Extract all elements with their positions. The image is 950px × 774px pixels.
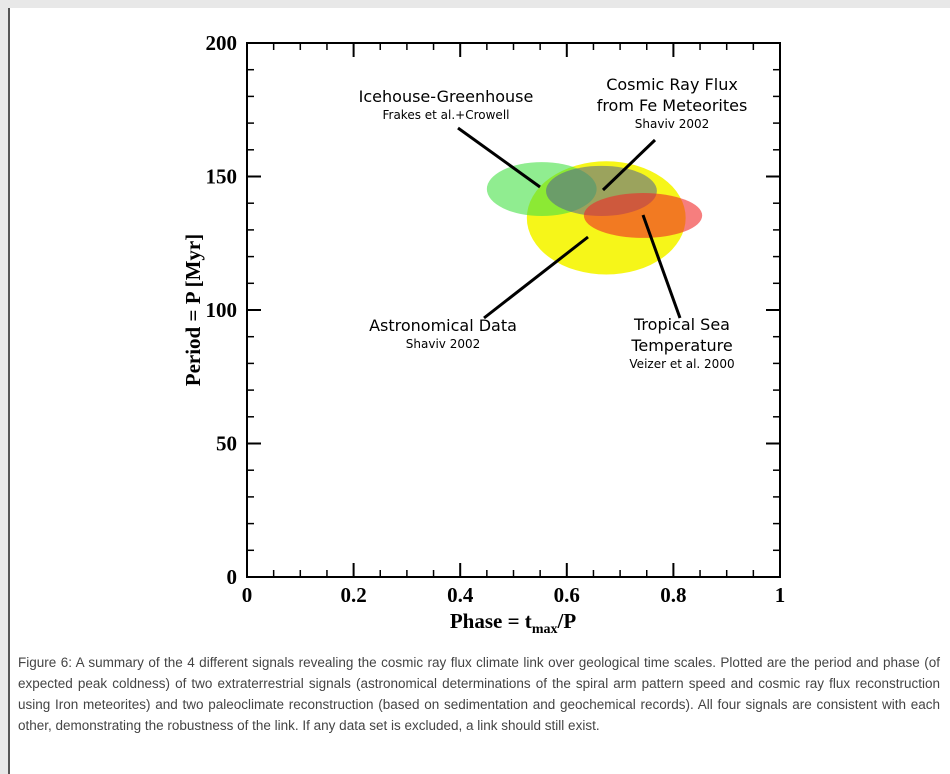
annotation-source: Frakes et al.+Crowell xyxy=(382,108,509,122)
page-panel xyxy=(8,8,950,774)
x-tick-label: 0.8 xyxy=(660,583,686,607)
y-tick-label: 200 xyxy=(206,31,238,55)
figure-caption: Figure 6: A summary of the 4 different s… xyxy=(18,655,940,733)
x-tick-label: 0.2 xyxy=(340,583,366,607)
annotation-label: Temperature xyxy=(630,336,732,355)
annotation-label: from Fe Meteorites xyxy=(597,96,748,115)
y-tick-label: 150 xyxy=(206,165,238,189)
y-tick-label: 100 xyxy=(206,298,238,322)
leader-line xyxy=(641,214,682,319)
leader-line xyxy=(457,126,541,189)
x-tick-label: 0.4 xyxy=(447,583,474,607)
annotation-source: Shaviv 2002 xyxy=(635,117,709,131)
leader-line xyxy=(483,235,589,320)
x-label-main: Phase = t xyxy=(450,609,532,633)
annotation-source: Veizer et al. 2000 xyxy=(629,357,734,371)
annotation-label: Cosmic Ray Flux xyxy=(606,75,738,94)
x-label-sub: max xyxy=(532,622,558,637)
annotation-source: Shaviv 2002 xyxy=(406,337,480,351)
x-axis-label: Phase = tmax/P xyxy=(450,609,576,637)
annotation-label: Astronomical Data xyxy=(369,316,517,335)
x-tick-label: 0.6 xyxy=(554,583,580,607)
annotation-label: Tropical Sea xyxy=(633,315,730,334)
y-axis-label: Period = P [Myr] xyxy=(181,234,205,387)
annotation-label: Icehouse-Greenhouse xyxy=(359,87,534,106)
y-tick-label: 50 xyxy=(216,432,237,456)
y-tick-label: 0 xyxy=(227,565,238,589)
x-tick-label: 0 xyxy=(242,583,253,607)
x-label-end: /P xyxy=(556,609,576,633)
x-tick-label: 1 xyxy=(775,583,786,607)
leader-line xyxy=(601,138,657,192)
chart: Phase = tmax/P Period = P [Myr] Astronom… xyxy=(181,31,786,637)
